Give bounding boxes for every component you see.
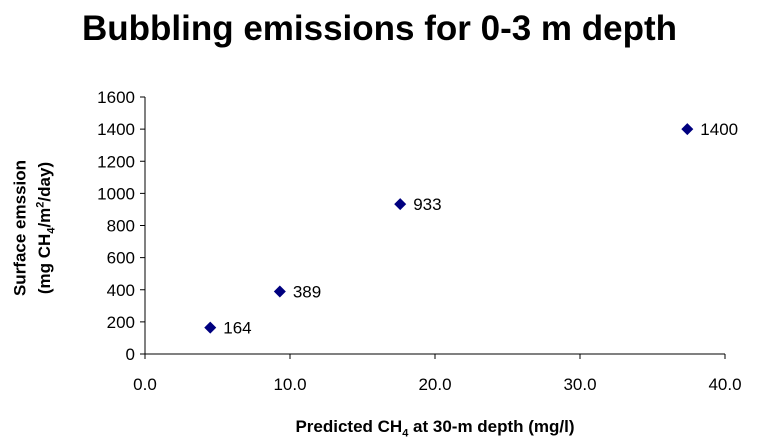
data-label: 1400	[700, 120, 738, 139]
data-point	[681, 123, 694, 136]
data-label: 389	[293, 283, 321, 302]
y-tick-label: 1400	[97, 120, 135, 139]
x-tick-label: 10.0	[273, 375, 306, 394]
x-axis-title-text-2: at 30-m depth (mg/l)	[408, 417, 575, 436]
y-tick-label: 1000	[97, 184, 135, 203]
y-axis-title-sup: 2	[34, 201, 47, 208]
chart-title: Bubbling emissions for 0-3 m depth	[81, 9, 678, 48]
y-axis-title-line1: Surface emssion	[10, 159, 30, 297]
x-tick-label: 20.0	[418, 375, 451, 394]
data-point	[273, 285, 286, 298]
x-tick-label: 40.0	[708, 375, 741, 394]
y-axis-title: Surface emssion (mg CH4/m2/day)	[9, 160, 62, 296]
data-label: 164	[223, 319, 251, 338]
y-axis-title-sub: 4	[45, 227, 58, 234]
y-tick-label: 800	[107, 217, 135, 236]
x-tick-label: 0.0	[133, 375, 157, 394]
data-point	[394, 198, 407, 211]
y-tick-label: 0	[126, 345, 135, 364]
data-point	[204, 321, 217, 334]
x-axis-title-sub: 4	[402, 427, 409, 440]
y-tick-label: 200	[107, 313, 135, 332]
data-label: 933	[413, 195, 441, 214]
y-tick-label: 1600	[97, 88, 135, 107]
x-tick-label: 30.0	[563, 375, 596, 394]
x-axis-title-text: Predicted CH	[295, 417, 403, 436]
y-tick-label: 400	[107, 281, 135, 300]
data-points: 164 389 933 1400	[204, 120, 738, 338]
y-axis-title-text-2: /m	[35, 207, 55, 228]
y-axis-title-line2: (mg CH4/m2/day)	[30, 160, 62, 296]
y-axis-title-text-3: /day)	[35, 161, 55, 202]
y-tick-label: 600	[107, 249, 135, 268]
axes: 0 200 400 600 800 1000 1200 1400 1600 0.0 10.0 20.0…	[97, 88, 741, 394]
y-tick-label: 1200	[97, 152, 135, 171]
x-axis-title: Predicted CH4 at 30-m depth (mg/l)	[145, 416, 725, 444]
y-axis-title-text: (mg CH	[35, 233, 55, 295]
